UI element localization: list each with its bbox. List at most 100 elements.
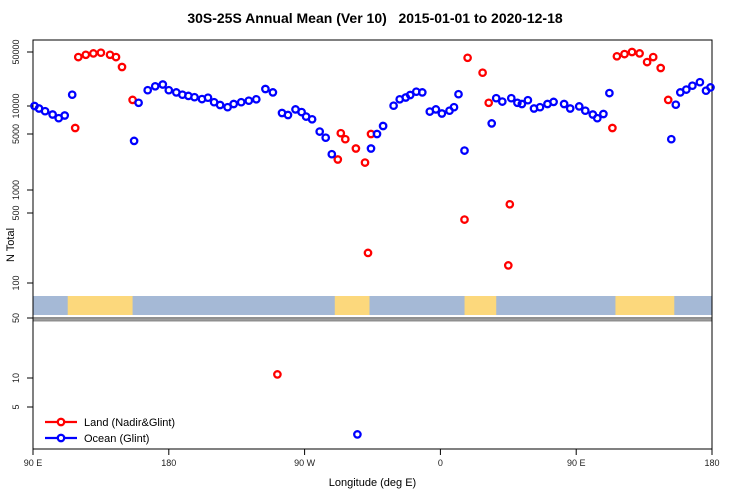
data-point xyxy=(81,50,91,60)
data-point xyxy=(642,57,652,67)
data-point xyxy=(190,92,199,102)
data-point xyxy=(460,215,469,224)
data-point xyxy=(513,98,522,108)
data-point xyxy=(129,136,139,146)
data-point xyxy=(251,94,261,104)
data-point xyxy=(353,430,362,439)
data-point xyxy=(70,123,80,133)
y-tick-label: 50000 xyxy=(11,39,21,64)
data-point xyxy=(321,133,331,143)
data-point xyxy=(297,107,306,117)
data-point xyxy=(449,102,459,112)
data-point xyxy=(351,144,361,153)
data-point xyxy=(261,84,270,94)
y-tick-label: 50 xyxy=(11,313,21,323)
legend-label-land: Land (Nadir&Glint) xyxy=(84,417,175,429)
data-point xyxy=(73,52,83,62)
data-point xyxy=(663,95,673,105)
data-point xyxy=(491,93,501,103)
data-point xyxy=(648,52,658,62)
y-tick-label: 5000 xyxy=(11,124,21,144)
data-point xyxy=(454,89,463,99)
map-strip-land-segment xyxy=(67,296,133,315)
data-point xyxy=(158,80,168,89)
data-point xyxy=(315,127,325,136)
data-point xyxy=(437,109,447,118)
y-tick-label: 500 xyxy=(11,205,21,220)
y-tick-label: 100 xyxy=(11,275,21,290)
data-point xyxy=(681,85,691,94)
data-point xyxy=(706,83,715,92)
data-point xyxy=(307,114,317,124)
legend-marker-icon xyxy=(56,433,66,443)
data-point xyxy=(215,100,225,110)
data-point xyxy=(268,88,278,97)
data-point xyxy=(327,149,337,159)
map-strip-land-segment xyxy=(334,296,370,315)
x-tick-label: 90 E xyxy=(567,458,586,468)
chart-title: 30S-25S Annual Mean (Ver 10) 2015-01-01 … xyxy=(187,10,563,26)
data-point xyxy=(431,105,441,114)
data-point xyxy=(405,90,415,100)
x-tick-label: 180 xyxy=(161,458,176,468)
data-point xyxy=(236,97,246,107)
data-point xyxy=(497,97,507,106)
data-point xyxy=(134,98,143,108)
data-point xyxy=(378,121,388,131)
plot-frame xyxy=(32,39,713,450)
data-point xyxy=(635,49,644,58)
data-point xyxy=(605,88,614,98)
data-point xyxy=(580,106,590,116)
data-point xyxy=(484,98,494,108)
data-point xyxy=(535,102,545,112)
data-point xyxy=(417,88,427,97)
data-point xyxy=(487,119,497,128)
data-point xyxy=(229,99,239,109)
data-point xyxy=(273,370,282,379)
data-point xyxy=(478,68,487,78)
data-point xyxy=(592,113,602,123)
map-strip-ocean xyxy=(33,296,712,315)
data-point xyxy=(503,261,513,270)
y-tick-label: 1000 xyxy=(11,180,21,200)
data-point xyxy=(517,99,527,109)
map-strip-land-segment xyxy=(464,296,497,315)
data-point xyxy=(559,99,569,109)
y-tick-label: 5 xyxy=(11,404,21,409)
x-tick-label: 180 xyxy=(704,458,719,468)
data-point xyxy=(612,51,622,61)
data-point xyxy=(203,93,213,103)
data-point xyxy=(608,123,617,133)
x-axis-label: Longitude (deg E) xyxy=(328,477,417,489)
data-point xyxy=(244,96,254,106)
series-ocean xyxy=(30,77,715,439)
data-point xyxy=(143,85,153,95)
data-point xyxy=(283,110,293,120)
data-point xyxy=(89,49,98,58)
data-point xyxy=(523,95,533,105)
y-tick-label: 10 xyxy=(11,373,21,383)
data-point xyxy=(574,102,584,111)
data-point xyxy=(96,48,106,58)
data-point xyxy=(372,129,382,139)
data-point xyxy=(599,109,608,119)
legend-label-ocean: Ocean (Glint) xyxy=(84,433,149,445)
map-strip-land-segment xyxy=(615,296,675,315)
legend: Land (Nadir&Glint) Ocean (Glint) xyxy=(45,417,175,445)
data-point xyxy=(460,146,469,155)
series-land xyxy=(70,47,673,379)
data-point xyxy=(506,93,516,103)
data-point xyxy=(671,100,681,110)
x-tick-label: 90 E xyxy=(24,458,43,468)
data-point xyxy=(48,110,57,119)
data-point xyxy=(336,128,346,138)
data-point xyxy=(340,134,350,144)
data-point xyxy=(695,77,705,87)
y-tick-label: 10000 xyxy=(11,93,21,118)
data-point xyxy=(620,49,629,59)
data-point xyxy=(549,97,558,107)
data-point xyxy=(360,158,370,167)
x-tick-label: 0 xyxy=(438,458,443,468)
